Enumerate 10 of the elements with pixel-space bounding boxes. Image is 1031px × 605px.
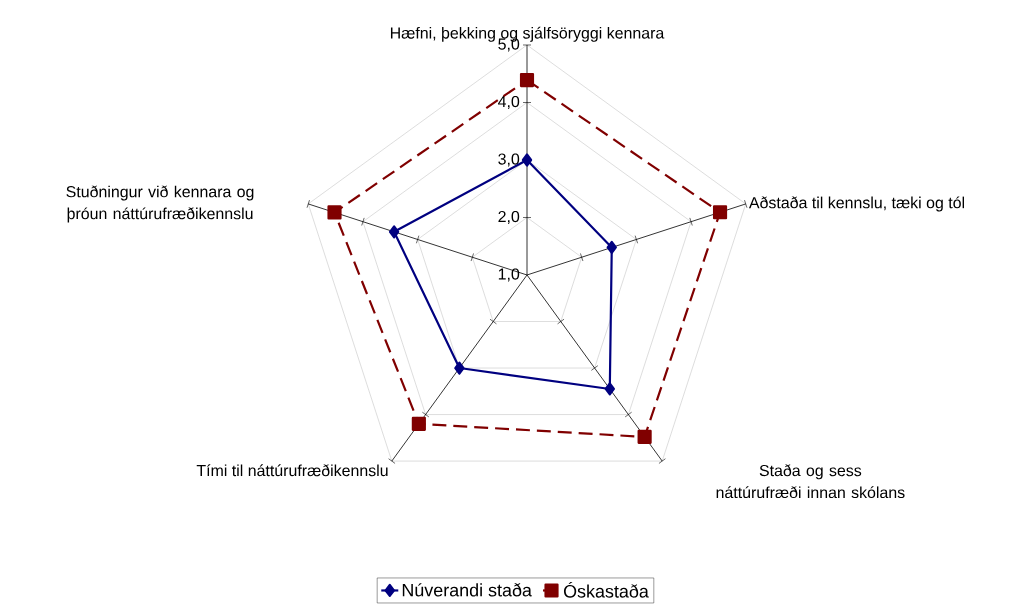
spoke-label: Tími til náttúrufræðikennslu: [196, 464, 388, 477]
legend-label: Óskastaða: [563, 581, 649, 598]
y-tick-label: 1,0: [498, 268, 520, 282]
y-tick-label: 3,0: [498, 153, 520, 167]
spoke-label: Staða og sess náttúrufræði innan skólans: [716, 464, 905, 499]
legend-label: Núverandi staða: [402, 583, 532, 597]
spoke-label: Stuðningur við kennara og þróun náttúrufræðikennslu: [66, 185, 254, 223]
spoke-label: Aðstaða til kennslu, tæki og tól: [748, 196, 965, 212]
y-tick-label: 2,0: [498, 210, 520, 225]
y-tick-label: 4,0: [498, 95, 520, 110]
